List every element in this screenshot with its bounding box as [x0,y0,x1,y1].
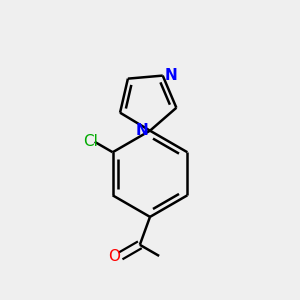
Text: O: O [108,249,120,264]
Text: Cl: Cl [83,134,98,149]
Text: N: N [165,68,177,82]
Text: N: N [135,123,148,138]
